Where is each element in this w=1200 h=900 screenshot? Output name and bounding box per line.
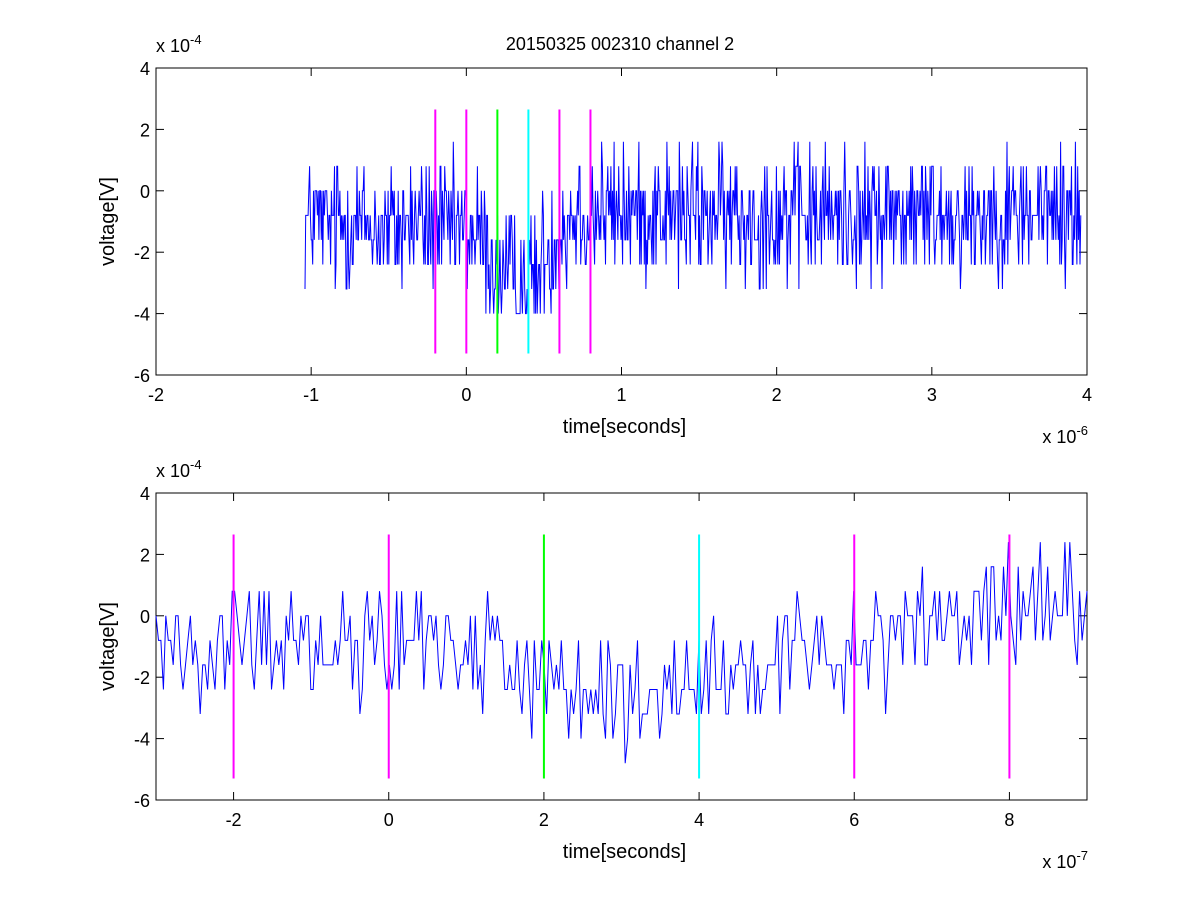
figure-title: 20150325 002310 channel 2 [506,34,734,54]
x-tick-label: 8 [1004,810,1014,830]
x-tick-label: 1 [616,385,626,405]
axes-box [155,492,1088,801]
x-tick-label: 3 [927,385,937,405]
plot-top: -2 -1 0 1 2 3 4 -6 -4 -2 0 2 4 time[seconds] voltage[V… [97,32,1092,447]
y-tick-label: -2 [134,668,150,688]
x-tick-label: 6 [849,810,859,830]
x-tick-label: -2 [226,810,242,830]
y-tick-label: 0 [140,607,150,627]
series-line [155,542,1088,764]
series-line [304,141,1082,315]
y-multiplier: x 10-4 [156,457,202,481]
y-tick-label: 2 [140,545,150,565]
y-tick-label: -2 [134,243,150,263]
plot-bottom: -2 0 2 4 6 8 -6 -4 -2 0 2 4 time[seconds] voltage[V] x… [97,457,1088,872]
x-tick-label: 4 [694,810,704,830]
y-axis-label: voltage[V] [97,177,119,266]
x-tick-label: 2 [539,810,549,830]
x-axis-label: time[seconds] [563,416,686,438]
x-tick-label: -2 [148,385,164,405]
y-tick-label: -4 [134,305,150,325]
x-multiplier: x 10-7 [1042,848,1088,872]
x-tick-label: 2 [772,385,782,405]
y-axis-label: voltage[V] [97,602,119,691]
y-tick-label: 2 [140,120,150,140]
x-axis-label: time[seconds] [563,841,686,863]
x-tick-label: 0 [461,385,471,405]
y-tick-label: -6 [134,791,150,811]
x-tick-label: 0 [384,810,394,830]
y-tick-label: -4 [134,730,150,750]
y-multiplier: x 10-4 [156,32,202,56]
x-tick-label: -1 [303,385,319,405]
x-multiplier: x 10-6 [1042,423,1088,447]
y-tick-label: 4 [140,484,150,504]
y-tick-label: -6 [134,366,150,386]
y-tick-label: 0 [140,182,150,202]
x-tick-label: 4 [1082,385,1092,405]
y-tick-label: 4 [140,59,150,79]
